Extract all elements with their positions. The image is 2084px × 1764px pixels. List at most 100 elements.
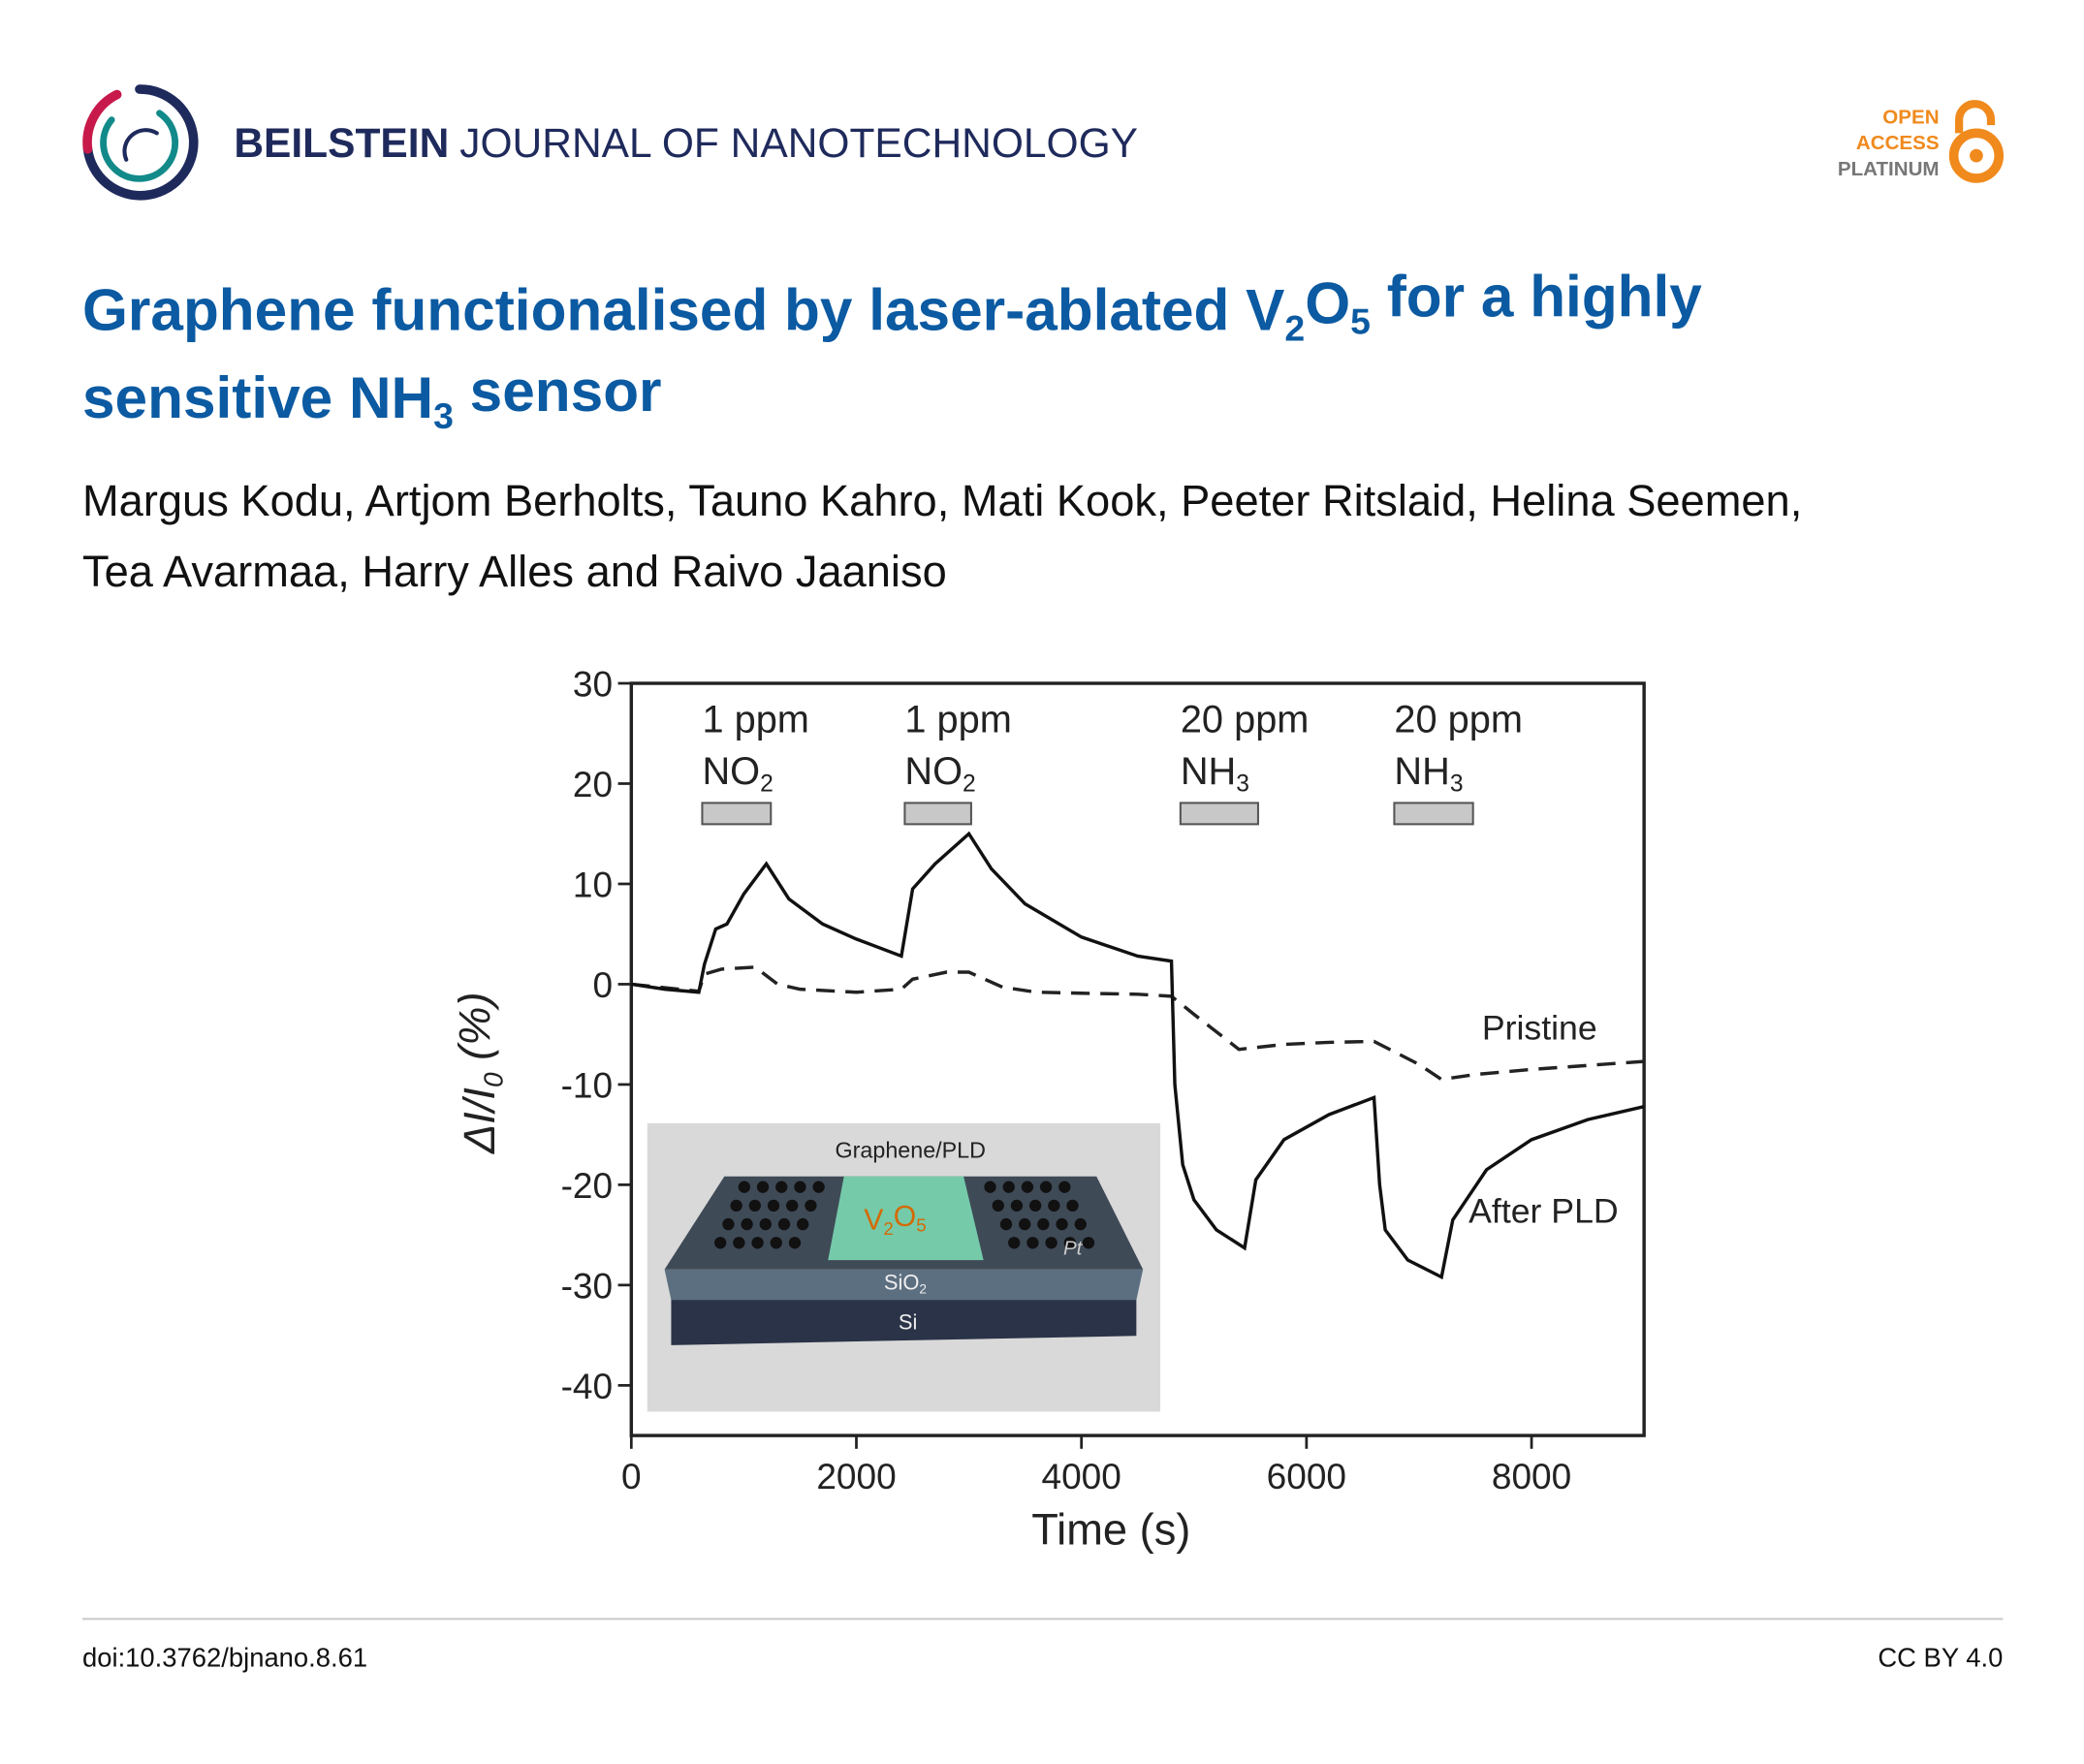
atom	[751, 1237, 764, 1249]
exposure-bar	[701, 802, 773, 826]
inset-label: Graphene/PLD	[836, 1138, 986, 1163]
text-part: V	[864, 1205, 883, 1237]
text-part: sensitive NH	[82, 364, 433, 430]
subscript: 2	[760, 772, 774, 798]
atom	[756, 1181, 770, 1193]
open-access-badge: OPEN ACCESS PLATINUM	[1838, 100, 2005, 183]
series-label: After PLD	[1468, 1192, 1619, 1231]
inset-label: Pt	[1063, 1238, 1084, 1260]
text-part: ΔI/I	[455, 1087, 504, 1154]
atom	[797, 1217, 809, 1231]
text-part: (%)	[450, 992, 499, 1072]
subscript: 5	[1350, 301, 1371, 342]
chart: Graphene/PLDV2O5PtSiO2Si3020100-10-20-30…	[450, 664, 1646, 1555]
exposure-bar	[1179, 802, 1259, 826]
plot-frame	[629, 681, 1646, 1437]
y-tick-label: 10	[573, 865, 613, 905]
atom	[733, 1237, 745, 1249]
atom	[1045, 1237, 1058, 1249]
atom	[1037, 1217, 1050, 1231]
x-tick-label: 2000	[816, 1456, 896, 1496]
atom	[730, 1199, 742, 1213]
authors: Tea Avarmaa, Harry Alles and Raivo Jaani…	[82, 547, 947, 596]
atom	[738, 1181, 751, 1193]
article-title: Graphene functionalised by laser-ablated…	[82, 264, 1702, 349]
text-part: for a highly	[1371, 264, 1702, 330]
exposure-label: 20 ppm	[1394, 699, 1523, 741]
atom	[1010, 1199, 1024, 1213]
atom	[1048, 1199, 1060, 1213]
x-tick-label: 4000	[1041, 1456, 1121, 1496]
text-part: NO	[904, 750, 963, 793]
inset-diagram: Graphene/PLD V2O5 Pt SiO2 Si	[647, 1122, 1161, 1412]
subscript: 3	[433, 395, 454, 436]
text-part: NO	[702, 750, 760, 793]
atom	[984, 1181, 996, 1193]
exposure-gas: NO2	[904, 750, 975, 797]
text-part: O	[894, 1201, 916, 1233]
subscript: 3	[1236, 772, 1249, 798]
atom	[788, 1237, 802, 1249]
authors: Margus Kodu, Artjom Berholts, Tauno Kahr…	[82, 476, 1802, 525]
y-tick-label: -30	[561, 1266, 613, 1307]
exposure-bar	[903, 802, 972, 826]
atom	[1066, 1199, 1079, 1213]
atom	[786, 1199, 799, 1213]
atom	[805, 1199, 817, 1213]
atom	[992, 1199, 1004, 1213]
oxide-layer	[664, 1269, 1144, 1301]
atom	[775, 1181, 788, 1193]
inset-label: SiO2	[884, 1270, 927, 1296]
subscript: 2	[883, 1218, 893, 1239]
y-tick-label: 20	[573, 764, 613, 804]
atom	[1074, 1217, 1087, 1231]
atom	[741, 1217, 753, 1231]
atom	[1039, 1181, 1053, 1193]
text-part: Graphene functionalised by laser-ablated…	[82, 276, 1284, 342]
atom	[759, 1217, 772, 1231]
subscript: 2	[1284, 307, 1305, 348]
article-title: sensitive NH3 sensor	[82, 358, 662, 436]
exposure-label: 20 ppm	[1181, 699, 1310, 741]
atom	[748, 1199, 761, 1213]
atom	[1028, 1199, 1042, 1213]
subscript: 2	[919, 1281, 927, 1296]
text-part: NH	[1394, 750, 1449, 793]
journal-name: BEILSTEIN JOURNAL OF NANOTECHNOLOGY	[234, 121, 1138, 167]
subscript: 3	[1450, 772, 1464, 798]
y-tick-label: 30	[573, 664, 613, 705]
exposure-gas: NH3	[1394, 750, 1463, 797]
atom	[1026, 1237, 1039, 1249]
subscript: 2	[963, 772, 976, 798]
atom	[1063, 1237, 1076, 1249]
x-tick-label: 0	[621, 1456, 642, 1496]
atom	[1056, 1217, 1068, 1231]
atom	[722, 1217, 735, 1231]
atom	[1019, 1217, 1031, 1231]
exposure-bar	[1393, 802, 1474, 826]
logo	[82, 84, 199, 201]
inset-label: V2O5	[864, 1201, 926, 1239]
exposure-gas: NH3	[1181, 750, 1249, 797]
x-tick-label: 6000	[1267, 1456, 1346, 1496]
x-axis-label: Time (s)	[1031, 1505, 1190, 1555]
y-tick-label: 0	[593, 964, 614, 1005]
y-tick-label: -10	[561, 1065, 613, 1106]
inset-label: Si	[899, 1309, 917, 1334]
data-line	[631, 965, 1645, 1082]
subscript: 0	[478, 1072, 508, 1087]
y-axis-label: ΔI/I0 (%)	[450, 992, 509, 1154]
exposure-gas: NO2	[702, 750, 773, 797]
exposure-label: 1 ppm	[702, 699, 808, 741]
doi: doi:10.3762/bjnano.8.61	[82, 1643, 367, 1673]
atom	[1082, 1237, 1095, 1249]
v2o5-film	[828, 1176, 984, 1261]
data-line	[631, 831, 1645, 1280]
y-tick-label: -40	[561, 1366, 613, 1406]
atom	[1021, 1181, 1034, 1193]
atom	[812, 1181, 825, 1193]
atom	[714, 1237, 727, 1249]
atom	[999, 1217, 1013, 1231]
